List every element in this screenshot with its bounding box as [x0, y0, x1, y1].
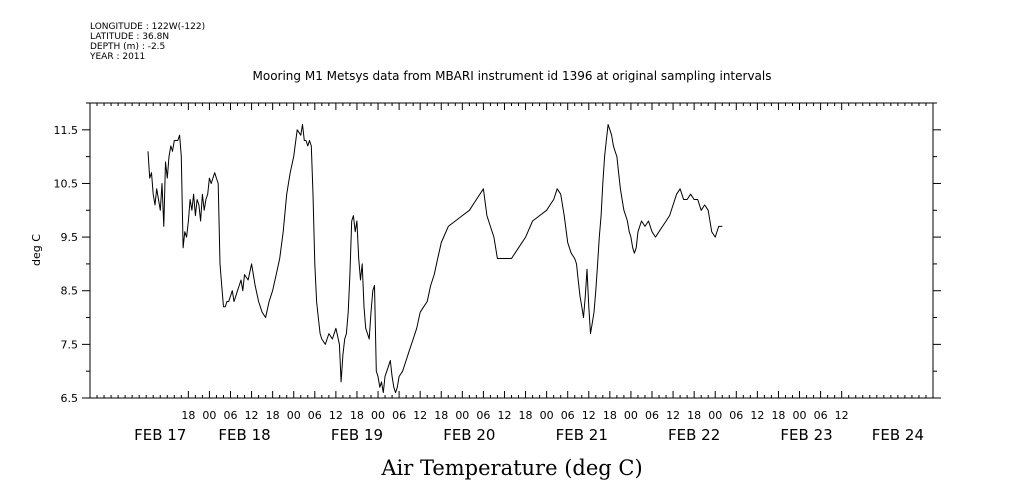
- x-tick-label: 12: [666, 409, 680, 422]
- day-label: FEB 22: [668, 426, 720, 444]
- y-tick-label: 10.5: [54, 177, 79, 190]
- x-tick-label: 12: [835, 409, 849, 422]
- x-tick-label: 06: [308, 409, 322, 422]
- x-tick-label: 18: [266, 409, 280, 422]
- depth-meta: DEPTH (m) : -2.5: [90, 42, 165, 52]
- x-tick-label: 06: [476, 409, 490, 422]
- x-tick-label: 18: [687, 409, 701, 422]
- latitude-meta: LATITUDE : 36.8N: [90, 32, 169, 42]
- x-tick-label: 06: [224, 409, 238, 422]
- y-tick-labels: 6.5 7.5 8.5 9.5 10.5 11.5: [54, 124, 79, 405]
- air-temperature-line: [147, 124, 723, 394]
- year-meta: YEAR : 2011: [89, 52, 145, 62]
- axis-ticks: [82, 102, 941, 399]
- x-tick-label: 00: [287, 409, 301, 422]
- x-tick-label: 18: [603, 409, 617, 422]
- x-tick-label: 06: [392, 409, 406, 422]
- x-tick-label: 12: [497, 409, 511, 422]
- day-labels: FEB 17 FEB 18 FEB 19 FEB 20 FEB 21 FEB 22 FEB …: [134, 426, 924, 444]
- day-label: FEB 18: [218, 426, 270, 444]
- x-tick-label: 06: [561, 409, 575, 422]
- x-tick-label: 18: [519, 409, 533, 422]
- x-axis-label: Air Temperature (deg C): [380, 456, 642, 480]
- y-tick-label: 7.5: [61, 338, 79, 351]
- x-tick-label: 00: [540, 409, 554, 422]
- x-tick-label: 00: [371, 409, 385, 422]
- x-tick-label: 12: [413, 409, 427, 422]
- day-label: FEB 21: [556, 426, 608, 444]
- day-label: FEB 24: [872, 426, 924, 444]
- x-tick-label: 18: [771, 409, 785, 422]
- longitude-meta: LONGITUDE : 122W(-122): [90, 22, 205, 32]
- x-tick-label: 12: [750, 409, 764, 422]
- day-label: FEB 19: [331, 426, 383, 444]
- x-tick-label: 18: [181, 409, 195, 422]
- x-tick-label: 06: [729, 409, 743, 422]
- day-label: FEB 23: [780, 426, 832, 444]
- x-tick-label: 12: [329, 409, 343, 422]
- y-tick-label: 11.5: [54, 124, 79, 137]
- y-axis-label: deg C: [30, 234, 43, 266]
- y-tick-label: 8.5: [61, 285, 79, 298]
- x-tick-label: 12: [245, 409, 259, 422]
- x-tick-label: 00: [624, 409, 638, 422]
- plot-frame: [89, 102, 934, 399]
- x-tick-labels: 18 00 06 12 18 00 06 12 18 00 06 12 18 00 06 12 18 00 06 12…: [181, 409, 848, 422]
- y-tick-label: 6.5: [61, 392, 79, 405]
- x-tick-label: 00: [455, 409, 469, 422]
- x-tick-label: 12: [582, 409, 596, 422]
- x-tick-label: 06: [814, 409, 828, 422]
- x-tick-label: 18: [434, 409, 448, 422]
- x-tick-label: 00: [793, 409, 807, 422]
- day-label: FEB 20: [443, 426, 495, 444]
- chart-title: Mooring M1 Metsys data from MBARI instru…: [253, 69, 772, 83]
- day-label: FEB 17: [134, 426, 186, 444]
- x-tick-label: 06: [645, 409, 659, 422]
- x-tick-label: 18: [350, 409, 364, 422]
- x-tick-label: 00: [708, 409, 722, 422]
- y-tick-label: 9.5: [61, 231, 79, 244]
- x-tick-label: 00: [202, 409, 216, 422]
